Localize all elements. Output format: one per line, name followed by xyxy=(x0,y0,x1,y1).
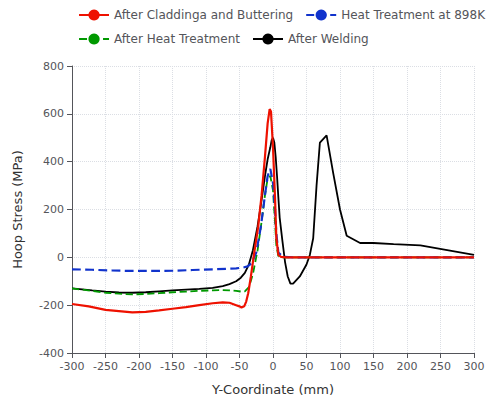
svg-text:Heat Treatment at 898K: Heat Treatment at 898K xyxy=(341,8,486,22)
svg-text:-200: -200 xyxy=(39,299,64,312)
svg-text:0: 0 xyxy=(270,360,277,373)
svg-text:200: 200 xyxy=(397,360,418,373)
svg-text:600: 600 xyxy=(43,107,64,120)
svg-text:150: 150 xyxy=(363,360,384,373)
svg-text:0: 0 xyxy=(57,251,64,264)
svg-text:50: 50 xyxy=(300,360,314,373)
svg-text:Hoop Stress (MPa): Hoop Stress (MPa) xyxy=(10,150,25,269)
svg-text:400: 400 xyxy=(43,155,64,168)
svg-text:After Heat Treatment: After Heat Treatment xyxy=(114,32,240,46)
svg-text:-100: -100 xyxy=(194,360,219,373)
svg-text:Y-Coordinate (mm): Y-Coordinate (mm) xyxy=(211,382,334,397)
svg-text:-300: -300 xyxy=(60,360,85,373)
svg-text:-250: -250 xyxy=(93,360,118,373)
svg-text:-200: -200 xyxy=(127,360,152,373)
svg-text:250: 250 xyxy=(430,360,451,373)
svg-text:800: 800 xyxy=(43,60,64,73)
svg-text:100: 100 xyxy=(330,360,351,373)
svg-text:After Claddinga and Buttering: After Claddinga and Buttering xyxy=(114,8,293,22)
svg-text:300: 300 xyxy=(464,360,485,373)
svg-text:-400: -400 xyxy=(39,347,64,360)
svg-text:-150: -150 xyxy=(160,360,185,373)
svg-text:After Welding: After Welding xyxy=(288,32,369,46)
svg-text:-50: -50 xyxy=(231,360,249,373)
svg-text:200: 200 xyxy=(43,203,64,216)
